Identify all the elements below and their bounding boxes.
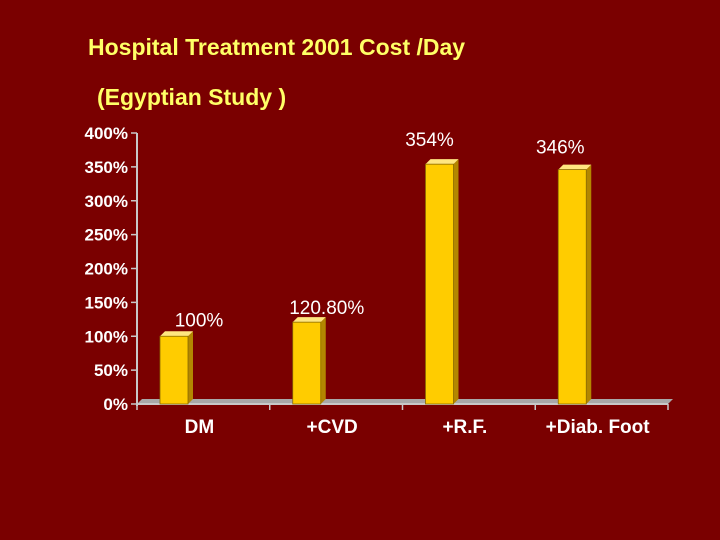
bar	[425, 163, 454, 405]
chart-floor	[137, 399, 673, 404]
x-category-label: DM	[185, 417, 215, 438]
bar-side	[320, 317, 326, 404]
bar	[159, 335, 189, 405]
bar-side	[586, 164, 592, 404]
y-tick-label: 50%	[94, 361, 128, 380]
bar-top	[425, 159, 459, 165]
bar	[292, 321, 322, 405]
data-label: 346%	[536, 138, 585, 159]
bar	[557, 169, 587, 405]
y-tick-label: 150%	[85, 293, 128, 312]
x-category-label: +R.F.	[442, 417, 487, 438]
y-tick-label: 250%	[85, 226, 128, 245]
bar-top	[558, 164, 592, 170]
chart-subtitle: (Egyptian Study )	[97, 84, 287, 110]
y-tick-label: 400%	[85, 124, 128, 143]
x-category-label: +CVD	[307, 417, 358, 438]
y-tick-label: 350%	[85, 158, 128, 177]
y-tick-label: 300%	[85, 192, 128, 211]
bar-side	[188, 331, 193, 404]
y-tick-label: 0%	[103, 395, 128, 414]
x-category-label: +Diab. Foot	[546, 417, 651, 438]
data-label: 120.80%	[289, 298, 364, 319]
bar-top	[160, 331, 193, 337]
bar-top	[292, 317, 326, 323]
data-label: 354%	[405, 130, 454, 151]
y-tick-label: 100%	[85, 327, 128, 346]
chart-title: Hospital Treatment 2001 Cost /Day	[88, 34, 466, 60]
data-label: 100%	[175, 310, 224, 331]
bar-side	[453, 159, 459, 404]
y-tick-label: 200%	[85, 260, 128, 279]
